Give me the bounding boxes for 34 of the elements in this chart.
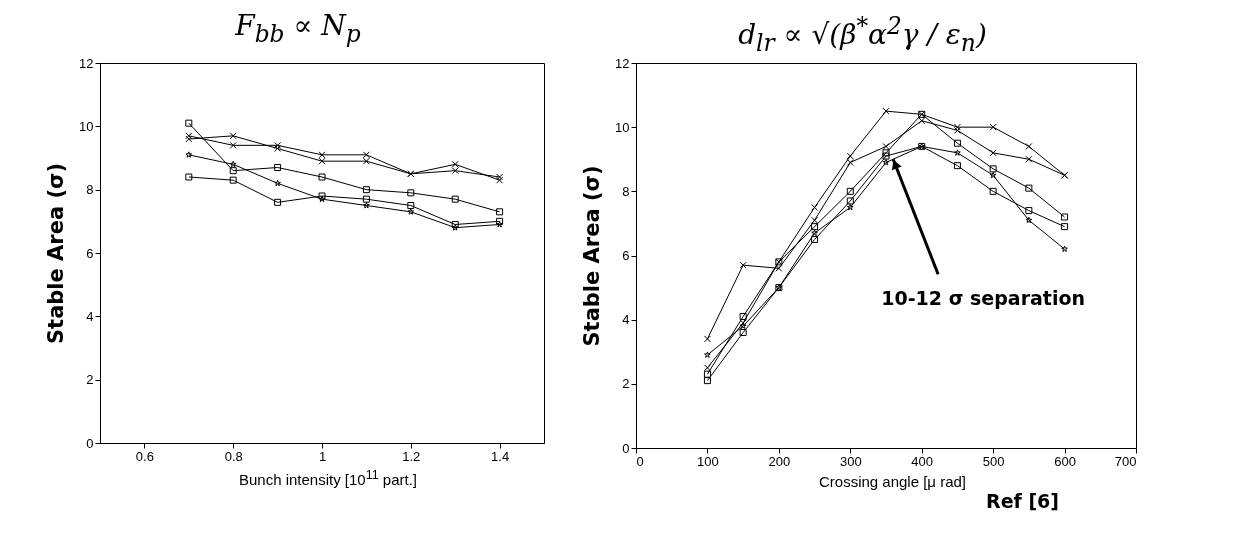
y-tick-label: 2 xyxy=(86,372,94,388)
x-axis-title: Crossing angle [μ rad] xyxy=(817,473,968,490)
x-tick-label: 600 xyxy=(1054,453,1076,469)
chart-title: d$_{lr}$ ∝ √(β$^{*}$α$^{2}$γ / ε$_{n}$) xyxy=(738,12,987,57)
x-tick-label: 200 xyxy=(768,453,791,469)
x-tick-label: 0.6 xyxy=(135,448,154,464)
y-tick-label: 10 xyxy=(79,118,94,134)
y-tick-label: 8 xyxy=(86,182,94,198)
x-tick-label: 1.4 xyxy=(491,448,510,464)
x-tick-label: 0 xyxy=(636,453,644,469)
x-tick-label: 300 xyxy=(839,453,862,469)
y-axis-title: Stable Area (σ) xyxy=(580,165,605,347)
y-tick-label: 4 xyxy=(622,312,630,328)
x-tick-label: 1 xyxy=(318,448,327,464)
y-tick-label: 0 xyxy=(86,435,94,451)
y-tick-label: 12 xyxy=(615,55,630,71)
x-tick-label: 0.8 xyxy=(224,448,243,464)
y-tick-label: 2 xyxy=(622,376,630,392)
x-axis-title: Bunch intensity [10$^{11}$ part.] xyxy=(237,468,419,488)
annotation: 10-12 σ separation xyxy=(881,287,1086,310)
x-tick-label: 100 xyxy=(697,453,719,469)
y-tick-label: 8 xyxy=(622,183,630,199)
y-tick-label: 4 xyxy=(86,308,94,324)
x-tick-label: 400 xyxy=(911,453,934,469)
y-tick-label: 6 xyxy=(622,248,630,263)
y-tick-label: 12 xyxy=(79,55,94,71)
x-tick-label: 700 xyxy=(1114,453,1137,469)
y-tick-label: 6 xyxy=(86,245,94,261)
y-tick-label: 10 xyxy=(615,119,630,135)
x-tick-label: 500 xyxy=(982,453,1005,469)
text: Ref [6] xyxy=(985,490,1060,512)
y-axis-title: Stable Area (σ) xyxy=(44,162,69,345)
chart-title: F$_{bb}$ ∝ N$_{p}$ xyxy=(234,8,362,50)
x-tick-label: 1.2 xyxy=(402,448,421,464)
